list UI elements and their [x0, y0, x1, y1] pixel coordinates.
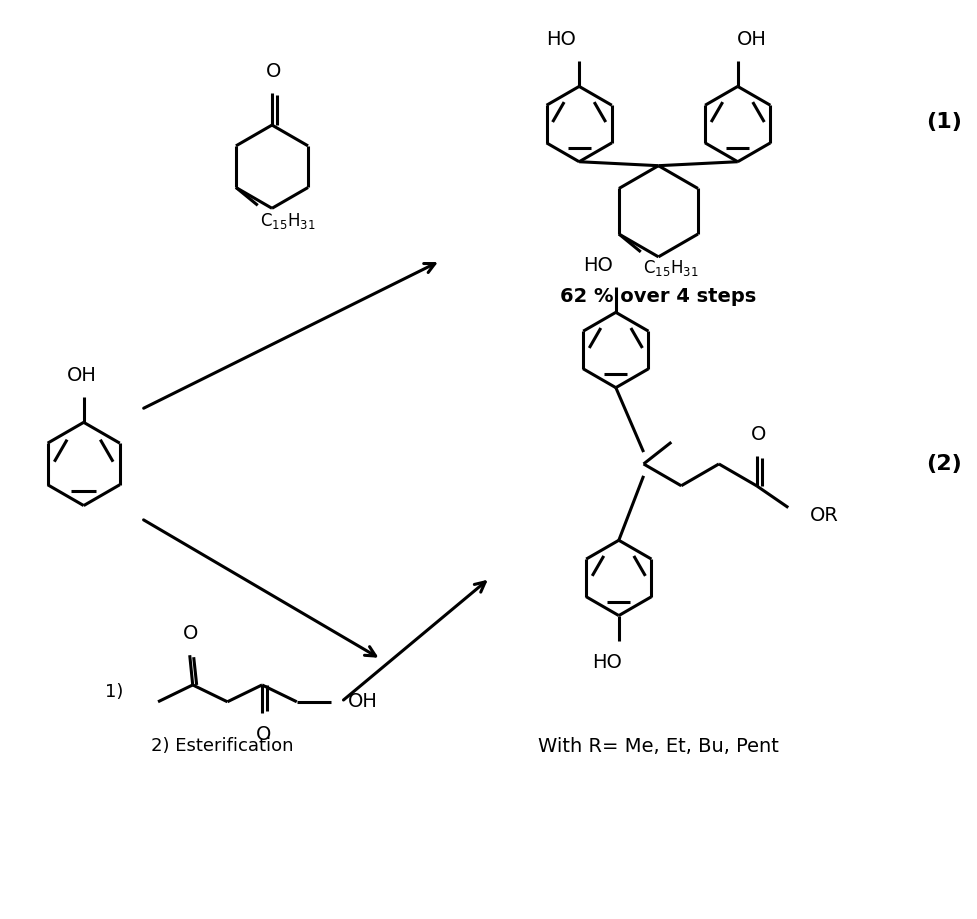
Text: $\mathregular{C_{15}H_{31}}$: $\mathregular{C_{15}H_{31}}$: [642, 258, 698, 278]
Text: OH: OH: [66, 366, 97, 385]
Text: HO: HO: [591, 653, 621, 672]
Text: O: O: [256, 724, 272, 743]
Text: O: O: [750, 425, 765, 444]
Text: (1): (1): [925, 112, 961, 132]
Text: HO: HO: [582, 255, 613, 275]
Text: OR: OR: [809, 506, 838, 525]
Text: OH: OH: [348, 692, 378, 711]
Text: O: O: [266, 62, 281, 82]
Text: HO: HO: [546, 29, 575, 49]
Text: (2): (2): [925, 454, 960, 474]
Text: $\mathregular{C_{15}H_{31}}$: $\mathregular{C_{15}H_{31}}$: [260, 211, 315, 232]
Text: 2) Esterification: 2) Esterification: [150, 737, 293, 755]
Text: With R= Me, Et, Bu, Pent: With R= Me, Et, Bu, Pent: [537, 737, 778, 755]
Text: 1): 1): [105, 683, 123, 701]
Text: O: O: [183, 624, 198, 643]
Text: 62 % over 4 steps: 62 % over 4 steps: [560, 287, 756, 306]
Text: OH: OH: [736, 29, 766, 49]
